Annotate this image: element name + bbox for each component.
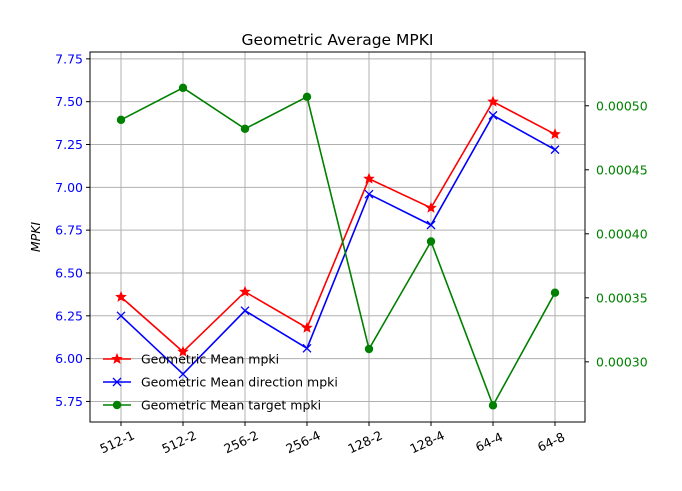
x-tick-label: 512-1 xyxy=(97,427,136,456)
x-tick-label: 64-8 xyxy=(535,429,567,455)
grid xyxy=(90,52,585,422)
data-point xyxy=(550,145,560,155)
right-tick-label: 0.00045 xyxy=(596,162,648,177)
data-point xyxy=(115,290,127,302)
data-point xyxy=(426,220,436,230)
series-line xyxy=(120,100,556,353)
left-tick-label: 7.00 xyxy=(55,180,83,195)
chart-title: Geometric Average MPKI xyxy=(242,31,434,49)
series-line xyxy=(120,86,556,408)
series-layer xyxy=(115,83,561,410)
data-point xyxy=(425,201,437,213)
data-point xyxy=(364,344,374,354)
data-point xyxy=(178,369,188,379)
left-tick-label: 6.75 xyxy=(55,223,83,238)
data-point xyxy=(549,128,561,140)
data-point xyxy=(240,124,250,134)
left-tick-label: 5.75 xyxy=(55,394,83,409)
left-tick-label: 6.25 xyxy=(55,308,83,323)
legend-marker xyxy=(112,400,122,410)
legend-marker xyxy=(112,377,122,387)
data-point xyxy=(178,83,188,93)
legend-entry: Geometric Mean target mpki xyxy=(103,398,321,413)
x-tick-label: 64-4 xyxy=(473,429,505,455)
data-point xyxy=(302,343,312,353)
y-axis-label: MPKI xyxy=(28,222,43,253)
data-point xyxy=(364,189,374,199)
data-point xyxy=(426,237,436,246)
right-tick-label: 0.00035 xyxy=(596,290,648,305)
data-point xyxy=(302,92,312,102)
data-point xyxy=(116,115,126,125)
series-3 xyxy=(116,83,560,410)
x-tick-label: 256-4 xyxy=(283,427,322,456)
x-tick-label: 128-2 xyxy=(345,427,384,456)
legend-label: Geometric Mean mpki xyxy=(141,352,279,367)
legend-entry: Geometric Mean mpki xyxy=(103,352,279,367)
left-tick-label: 7.75 xyxy=(55,51,83,66)
legend: Geometric Mean mpki Geometric Mean direct… xyxy=(103,352,338,413)
series-1 xyxy=(115,95,561,357)
right-tick-label: 0.00030 xyxy=(596,354,648,369)
x-tick-label: 256-2 xyxy=(221,427,260,456)
data-point xyxy=(488,110,498,120)
x-tick-label: 512-2 xyxy=(159,427,198,456)
legend-label: Geometric Mean direction mpki xyxy=(141,375,338,390)
legend-marker xyxy=(111,352,123,364)
left-tick-label: 6.00 xyxy=(55,351,83,366)
left-tick-label: 6.50 xyxy=(55,265,83,280)
left-tick-label: 7.25 xyxy=(55,137,83,152)
series-line xyxy=(120,114,556,376)
legend-label: Geometric Mean target mpki xyxy=(141,398,321,413)
data-point xyxy=(116,311,126,321)
plot-area-frame xyxy=(89,51,586,423)
x-axis: 512-1 512-2 256-2 256-4 128-2 128-4 64-4 64-8 xyxy=(97,422,567,456)
data-point xyxy=(177,345,189,357)
right-y-axis: 0.00030 0.00035 0.00040 0.00045 0.00050 xyxy=(585,98,648,369)
series-2 xyxy=(116,110,560,379)
legend-entry: Geometric Mean direction mpki xyxy=(103,375,338,390)
left-tick-label: 7.50 xyxy=(55,94,83,109)
data-point xyxy=(550,288,560,297)
x-tick-label: 128-4 xyxy=(407,427,446,456)
data-point xyxy=(488,401,498,410)
left-y-axis: 5.75 6.00 6.25 6.50 6.75 7.00 7.25 7.50 7.75 xyxy=(55,51,90,409)
data-point xyxy=(240,306,250,316)
data-point xyxy=(301,321,313,333)
right-tick-label: 0.00050 xyxy=(596,98,648,113)
data-point xyxy=(363,172,375,184)
data-point xyxy=(487,95,499,107)
data-point xyxy=(239,285,251,297)
right-tick-label: 0.00040 xyxy=(596,226,648,241)
